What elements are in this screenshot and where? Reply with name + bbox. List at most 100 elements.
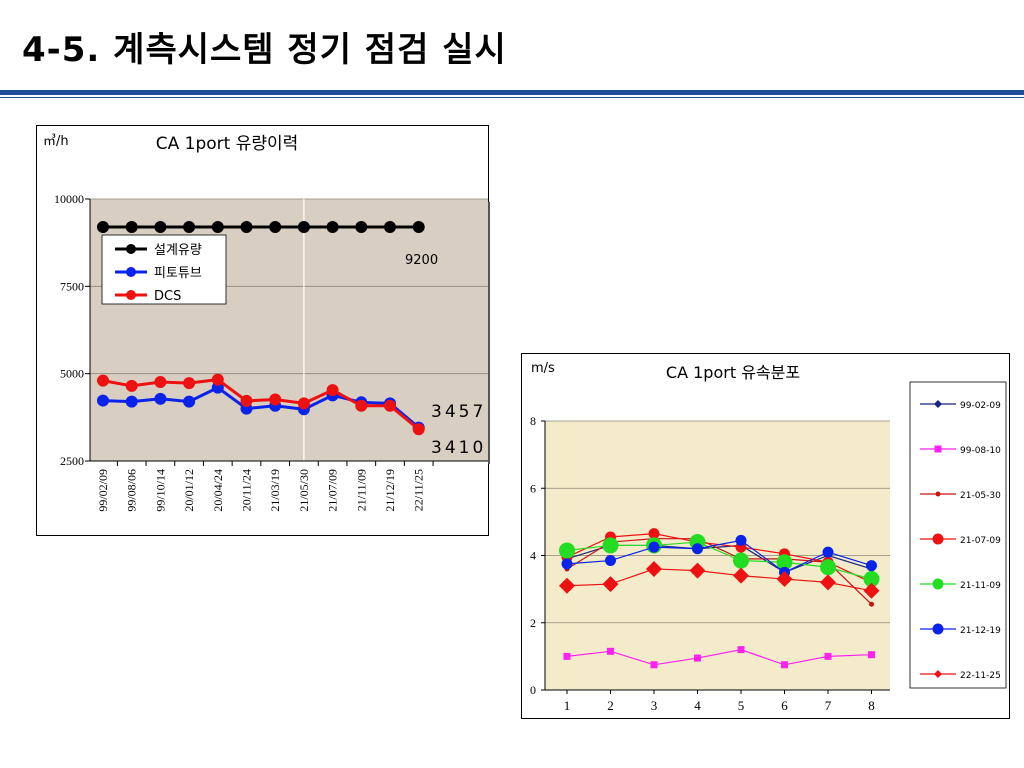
chart2-xtick-label: 5	[738, 698, 745, 713]
chart2-data-point	[561, 558, 573, 570]
chart1-data-point	[269, 220, 282, 233]
chart1-xtick-label: 22/11/25	[412, 469, 426, 511]
chart1-ytick-label: 7500	[60, 279, 84, 293]
chart1-unit-label: ㎥/h	[43, 134, 69, 149]
chart2-data-point	[820, 574, 836, 591]
chart1-annotation-design: 9200	[405, 253, 438, 268]
chart1-xtick-label: 21/05/30	[297, 469, 311, 512]
chart1-data-point	[97, 374, 109, 387]
chart1-data-point	[384, 220, 396, 233]
chart1-data-point	[183, 377, 196, 390]
chart2-xtick-label: 7	[825, 698, 832, 713]
chart1-data-point	[125, 220, 138, 233]
chart2-data-point	[868, 651, 875, 659]
chart2-data-point	[737, 646, 745, 654]
chart1-data-point	[297, 220, 310, 233]
chart1-annotation-dcs: 3410	[431, 438, 486, 458]
title-divider-thin	[0, 97, 1024, 98]
chart2-legend-label: 21-11-09	[960, 581, 1001, 591]
chart1-xtick-label: 21/12/19	[383, 469, 397, 512]
chart2-data-point	[735, 534, 747, 546]
chart2-legend-marker	[932, 578, 944, 590]
chart2-series-line	[566, 649, 872, 666]
chart2-data-point	[605, 555, 616, 567]
chart1-xtick-label: 20/01/12	[182, 469, 196, 512]
chart2-legend-marker	[934, 445, 942, 453]
chart2-data-point	[776, 554, 793, 571]
chart1-plot-shadow	[488, 202, 490, 464]
chart1-data-point	[384, 399, 396, 412]
chart1-xtick-label: 21/03/19	[268, 469, 282, 512]
chart1-xtick-label: 99/10/14	[153, 469, 167, 512]
chart1-annotation-pitot: 3457	[431, 402, 486, 422]
chart1-data-point	[297, 397, 310, 410]
chart2-ytick-label: 2	[530, 616, 536, 630]
chart1-legend-marker	[126, 267, 136, 277]
chart2-data-point	[866, 560, 877, 572]
chart2-data-point	[863, 571, 880, 588]
chart2-title: CA 1port 유속분포	[666, 363, 800, 382]
chart2-ytick-label: 0	[530, 683, 536, 697]
chart2-data-point	[607, 647, 614, 655]
chart2-data-point	[822, 546, 834, 558]
title-divider	[0, 90, 1024, 95]
chart2-data-point	[781, 661, 788, 669]
chart2-data-point	[648, 528, 660, 540]
chart2-data-point	[689, 562, 706, 579]
chart2-legend-marker	[932, 533, 944, 545]
chart1-ytick-label: 2500	[60, 454, 84, 468]
chart1-data-point	[125, 395, 138, 408]
chart1-xtick-label: 20/11/24	[240, 469, 254, 511]
chart2-legend-marker	[935, 491, 941, 497]
chart1-xtick-label: 21/07/09	[326, 469, 340, 512]
chart1-data-point	[154, 392, 167, 405]
chart1-data-point	[183, 220, 196, 233]
flow-history-chart: ㎥/h CA 1port 유량이력 2500 5000 7500 10000 99/02…	[36, 125, 490, 536]
chart2-data-point	[602, 576, 619, 593]
chart2-data-point	[733, 567, 749, 584]
chart1-data-point	[97, 394, 109, 407]
chart1-legend-label: 설계유량	[154, 243, 202, 258]
velocity-distribution-chart: m/s CA 1port 유속분포 0 2 4 6 8 1 2 3 4 5 6 7 8 99-02-09 9…	[521, 353, 1010, 719]
chart2-legend-box	[909, 381, 1007, 689]
chart1-data-point	[211, 373, 224, 386]
chart2-unit-label: m/s	[531, 361, 555, 376]
chart2-legend-label: 99-08-10	[960, 446, 1001, 456]
chart2-ytick-label: 4	[530, 549, 536, 563]
chart1-data-point	[240, 220, 253, 233]
chart1-legend-label: DCS	[154, 289, 181, 304]
chart2-data-point	[650, 661, 658, 669]
page-title: 4-5. 계측시스템 정기 점검 실시	[22, 30, 507, 70]
chart1-data-point	[412, 220, 425, 233]
chart1-xtick-label: 20/04/24	[211, 469, 225, 512]
chart1-ytick-label: 5000	[60, 367, 84, 381]
chart2-legend-marker	[934, 400, 942, 408]
chart2-xtick-label: 4	[694, 698, 701, 713]
chart1-data-point	[355, 220, 368, 233]
chart2-legend-label: 21-05-30	[960, 491, 1001, 501]
chart2-xtick-label: 3	[651, 698, 658, 713]
chart2-data-point	[559, 542, 575, 559]
chart1-data-point	[269, 393, 282, 406]
chart2-ytick-label: 6	[530, 481, 536, 495]
chart2-ytick-label: 8	[530, 414, 536, 428]
chart2-data-point	[559, 577, 575, 594]
chart1-legend-label: 피토튜브	[154, 266, 202, 281]
chart2-xtick-label: 6	[781, 698, 788, 713]
chart1-xtick-label: 99/02/09	[96, 469, 110, 512]
chart2-xtick-label: 1	[564, 698, 571, 713]
chart2-data-point	[776, 571, 793, 588]
chart1-data-point	[125, 379, 138, 392]
chart2-legend-label: 21-12-19	[960, 626, 1001, 636]
chart1-data-point	[211, 220, 224, 233]
chart2-data-point	[824, 652, 832, 660]
chart1-data-point	[97, 220, 109, 233]
chart1-legend-box	[101, 234, 227, 305]
chart2-series-line	[566, 539, 872, 574]
chart2-legend-label: 21-07-09	[960, 536, 1001, 546]
chart1-legend-marker	[126, 244, 136, 254]
chart1-data-point	[355, 399, 368, 412]
chart1-xtick-label: 21/11/09	[354, 469, 368, 511]
